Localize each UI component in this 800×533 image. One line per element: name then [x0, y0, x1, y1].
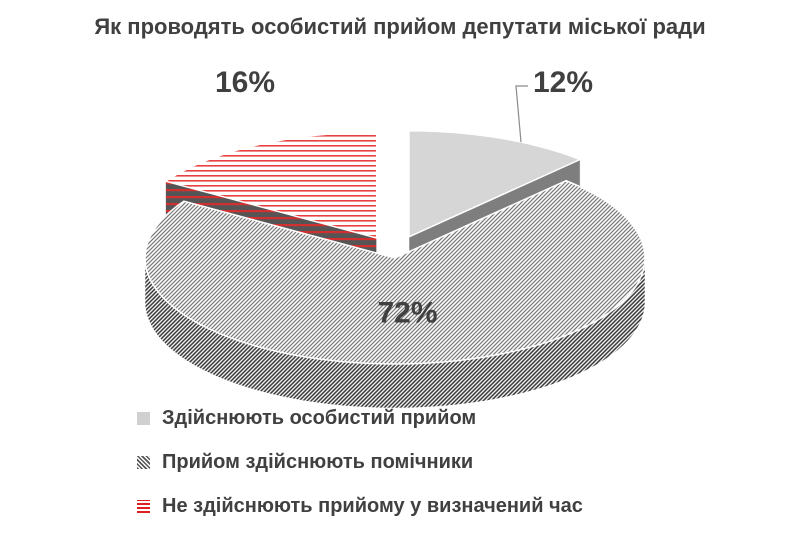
slice-top-assistants	[144, 179, 646, 365]
chart-legend: Здійснюють особистий прийом Прийом здійс…	[137, 396, 583, 528]
pct-label-assistants: 72%	[377, 296, 437, 329]
pct-label-personal: 12%	[533, 66, 593, 99]
pct-label-no-reception: 16%	[215, 66, 275, 99]
legend-swatch-assistants	[137, 455, 150, 469]
slice-assistants	[144, 179, 646, 409]
legend-label-assistants: Прийом здійснюють помічники	[162, 450, 474, 473]
legend-item-personal: Здійснюють особистий прийом	[137, 396, 583, 440]
legend-item-assistants: Прийом здійснюють помічники	[137, 440, 583, 484]
slice-top-no-reception	[163, 131, 378, 239]
legend-swatch-personal	[137, 411, 150, 425]
legend-label-personal: Здійснюють особистий прийом	[162, 406, 477, 429]
legend-label-no-reception: Не здійснюють прийому у визначений час	[162, 494, 583, 517]
chart-title: Як проводять особистий прийом депутати м…	[94, 14, 706, 39]
legend-item-no-reception: Не здійснюють прийому у визначений час	[137, 484, 583, 528]
slice-top-personal	[408, 130, 583, 238]
legend-swatch-no-reception	[137, 499, 150, 513]
leader-line-personal	[515, 85, 528, 143]
